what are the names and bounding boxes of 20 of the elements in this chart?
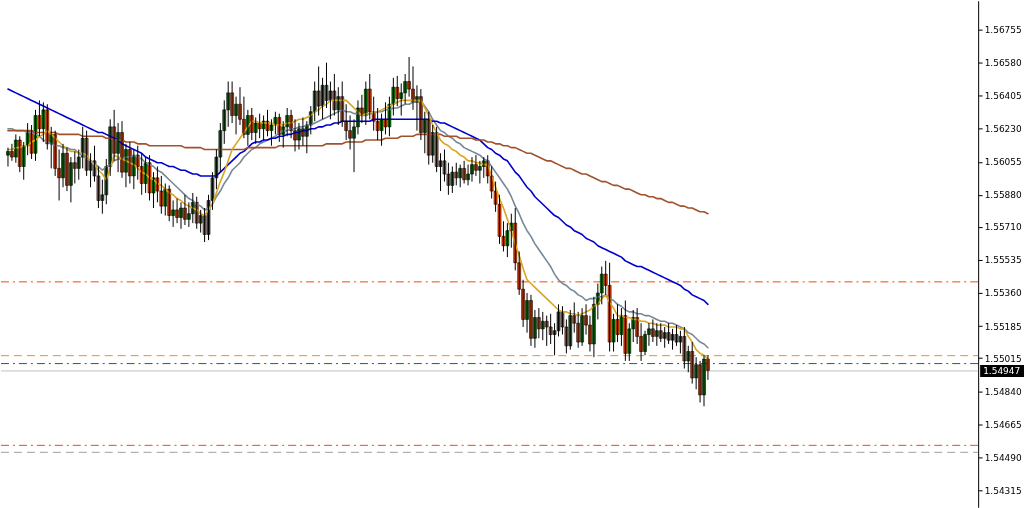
y-tick-label: 1.54665 <box>984 419 1022 430</box>
y-tick-label: 1.56755 <box>984 25 1022 36</box>
y-tick-label: 1.55710 <box>984 222 1023 233</box>
y-tick-label: 1.55185 <box>984 321 1022 332</box>
y-tick-label: 1.56230 <box>984 124 1023 135</box>
y-tick-label: 1.55360 <box>984 288 1023 299</box>
candlestick <box>655 322 659 347</box>
y-tick-label: 1.55880 <box>984 190 1023 201</box>
y-tick-label: 1.54840 <box>984 386 1023 397</box>
y-tick-label: 1.54315 <box>984 485 1022 496</box>
candlestick <box>623 300 628 362</box>
y-tick-label: 1.56405 <box>984 91 1022 102</box>
y-tick-label: 1.54490 <box>984 452 1023 463</box>
y-tick-label: 1.55535 <box>984 255 1022 266</box>
line-series <box>7 88 709 306</box>
ref-line-label: 1.54947 <box>983 365 1021 376</box>
candlestick <box>316 65 321 117</box>
y-tick-label: 1.55015 <box>984 353 1022 364</box>
y-tick-label: 1.56580 <box>984 58 1023 69</box>
y-tick-label: 1.56055 <box>984 157 1022 168</box>
